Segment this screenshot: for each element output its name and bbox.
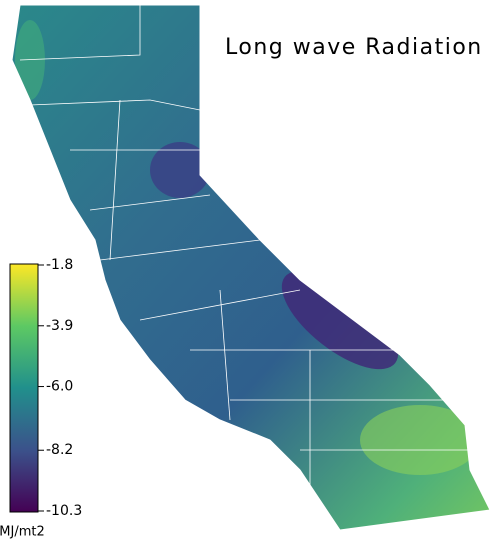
colorbar-tick-label: -8.2 xyxy=(46,442,73,458)
colorbar-tick-label: -1.8 xyxy=(46,257,73,273)
colorbar-unit: MJ/mt2 xyxy=(0,525,45,540)
map-title: Long wave Radiation xyxy=(225,35,483,60)
colorbar-tick-label: -10.3 xyxy=(46,503,82,519)
colorbar-tick-label: -3.9 xyxy=(46,318,73,334)
colorbar xyxy=(9,263,39,513)
colorbar-tick-label: -6.0 xyxy=(46,379,73,395)
